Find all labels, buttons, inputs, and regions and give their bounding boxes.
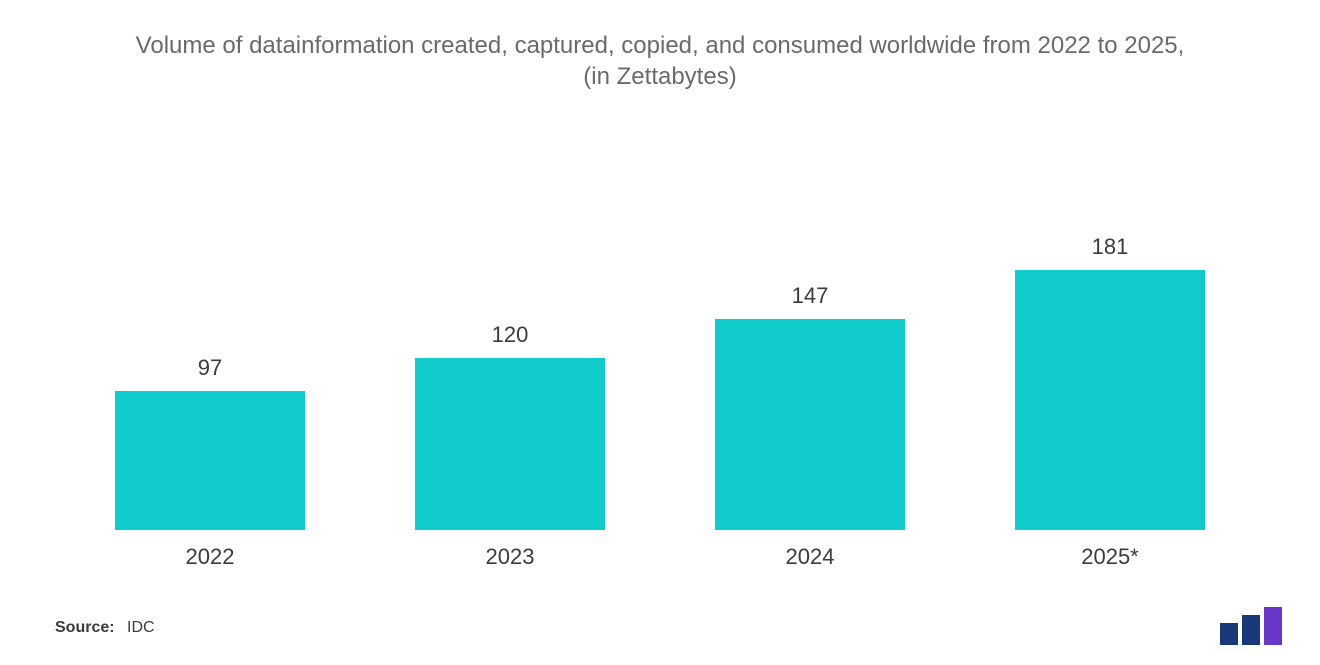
logo-bar-3-icon	[1264, 607, 1282, 645]
chart-plot-area: 97 2022 120 2023 147 2024 181 2025*	[60, 150, 1260, 570]
bar-group: 147 2024	[660, 283, 960, 570]
source-text: IDC	[127, 619, 155, 636]
bar-value-label: 120	[492, 322, 529, 348]
bar-category-label: 2022	[186, 544, 235, 570]
logo-bar-1-icon	[1220, 623, 1238, 645]
bar-group: 181 2025*	[960, 234, 1260, 570]
bar-category-label: 2023	[486, 544, 535, 570]
bar-value-label: 97	[198, 355, 222, 381]
bar	[715, 319, 905, 530]
bar-group: 120 2023	[360, 322, 660, 570]
bar-category-label: 2024	[786, 544, 835, 570]
bar	[115, 391, 305, 530]
logo-bar-2-icon	[1242, 615, 1260, 645]
bar-category-label: 2025*	[1081, 544, 1139, 570]
bar	[415, 358, 605, 530]
bar-value-label: 181	[1092, 234, 1129, 260]
source-attribution: Source: IDC	[55, 619, 155, 637]
bar-value-label: 147	[792, 283, 829, 309]
bar-group: 97 2022	[60, 355, 360, 570]
brand-logo	[1218, 607, 1284, 645]
source-label: Source:	[55, 619, 115, 636]
chart-title: Volume of datainformation created, captu…	[0, 0, 1320, 92]
bar	[1015, 270, 1205, 530]
